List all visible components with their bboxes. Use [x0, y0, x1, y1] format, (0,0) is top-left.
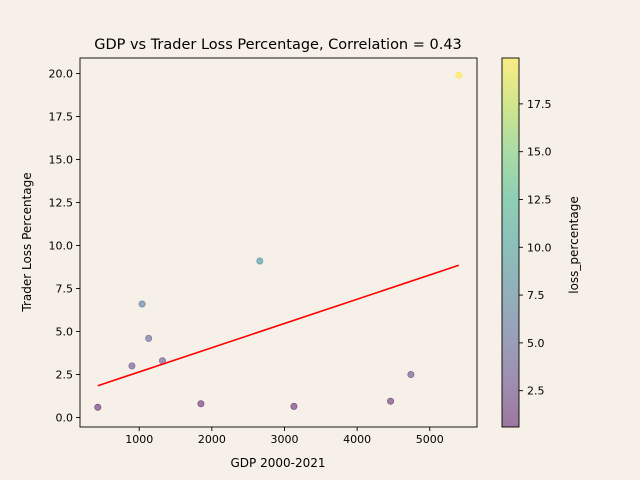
x-tick-label: 3000 [270, 433, 298, 446]
scatter-point [290, 402, 298, 410]
y-tick-label: 2.5 [56, 369, 74, 382]
colorbar-tick-label: 10.0 [527, 241, 552, 254]
scatter-point [138, 300, 146, 308]
scatter-point [387, 397, 395, 405]
y-axis-label: Trader Loss Percentage [20, 172, 34, 312]
y-tick-label: 15.0 [49, 153, 74, 166]
scatter-point [455, 71, 463, 79]
colorbar-tick-label: 2.5 [527, 385, 545, 398]
y-tick-label: 5.0 [56, 326, 74, 339]
y-tick-label: 10.0 [49, 240, 74, 253]
colorbar-label: loss_percentage [567, 196, 581, 294]
x-axis-ticks: 1000 2000 3000 4000 5000 [125, 427, 444, 446]
y-tick-label: 20.0 [49, 67, 74, 80]
colorbar-tick-label: 5.0 [527, 337, 545, 350]
scatter-point [145, 334, 153, 342]
x-tick-label: 4000 [343, 433, 371, 446]
y-tick-label: 7.5 [56, 283, 74, 296]
y-tick-label: 12.5 [49, 197, 74, 210]
colorbar-tick-label: 7.5 [527, 289, 545, 302]
y-tick-label: 0.0 [56, 412, 74, 425]
x-tick-label: 1000 [125, 433, 153, 446]
colorbar-tick-label: 12.5 [527, 193, 552, 206]
scatter-points [94, 71, 463, 411]
y-tick-label: 17.5 [49, 110, 74, 123]
x-tick-label: 5000 [416, 433, 444, 446]
colorbar-gradient [502, 58, 519, 427]
x-tick-label: 2000 [198, 433, 226, 446]
scatter-point [197, 400, 205, 408]
colorbar-ticks: 2.5 5.0 7.5 10.0 12.5 15.0 17.5 [519, 98, 552, 398]
scatter-point [407, 371, 415, 379]
x-axis-label: GDP 2000-2021 [231, 456, 326, 470]
trend-line [97, 264, 460, 387]
scatter-point [128, 362, 136, 370]
chart-title: GDP vs Trader Loss Percentage, Correlati… [94, 37, 462, 53]
scatter-point [94, 403, 102, 411]
colorbar: 2.5 5.0 7.5 10.0 12.5 15.0 17.5 loss_percentag… [501, 57, 581, 428]
colorbar-tick-label: 15.0 [527, 146, 552, 159]
colorbar-tick-label: 17.5 [527, 98, 552, 111]
y-axis-ticks: 0.0 2.5 5.0 7.5 10.0 12.5 15.0 17.5 20.0 [49, 67, 80, 425]
scatter-point [256, 257, 264, 265]
colorbar-frame [501, 57, 520, 428]
plot-area [79, 57, 478, 428]
